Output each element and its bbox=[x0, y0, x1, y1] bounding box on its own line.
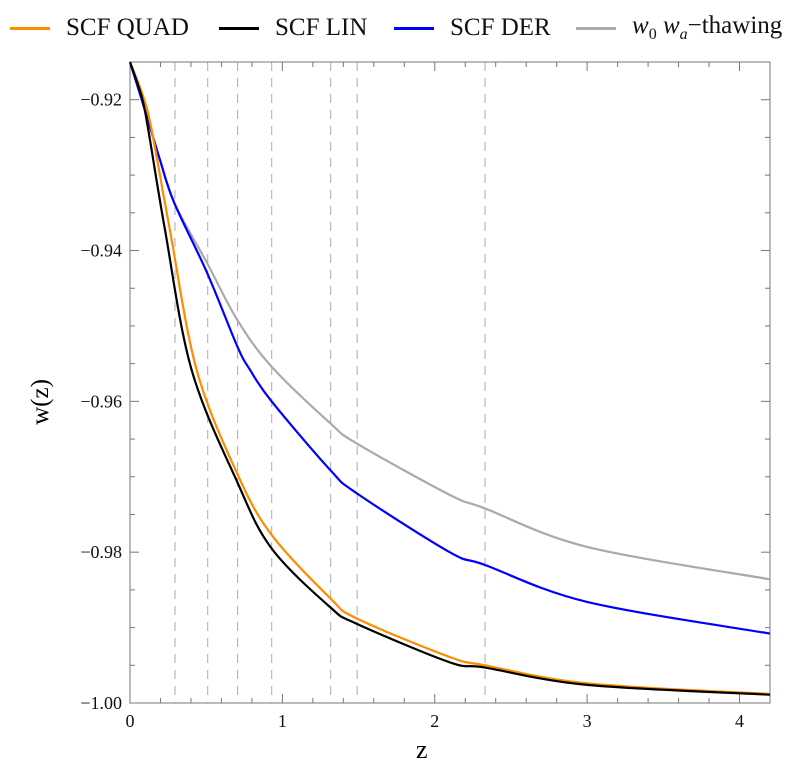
x-tick-label: 0 bbox=[126, 711, 135, 731]
legend-swatch bbox=[10, 26, 50, 30]
x-tick-label: 2 bbox=[430, 711, 439, 731]
y-tick-label: −0.98 bbox=[80, 542, 122, 562]
x-tick-label: 1 bbox=[278, 711, 287, 731]
legend-label: SCF LIN bbox=[275, 14, 368, 41]
legend-item-w0wa-thawing: w0 wa−thawing bbox=[576, 8, 782, 48]
legend-item-scf-quad: SCF QUAD bbox=[10, 8, 189, 48]
series-line-scf-quad bbox=[128, 61, 771, 696]
x-axis-label: z bbox=[416, 735, 428, 764]
y-tick-label: −0.92 bbox=[80, 90, 122, 110]
series-line-scf-der bbox=[128, 61, 771, 635]
legend-item-scf-der: SCF DER bbox=[394, 8, 551, 48]
y-axis-label: w(z) bbox=[26, 379, 54, 425]
legend-swatch bbox=[219, 26, 259, 30]
legend-swatch bbox=[576, 26, 616, 30]
legend-label: w0 wa−thawing bbox=[632, 12, 783, 43]
legend-label: SCF DER bbox=[450, 14, 551, 41]
y-tick-label: −0.96 bbox=[80, 391, 122, 411]
plot-frame bbox=[129, 61, 771, 704]
series-line-scf-lin bbox=[128, 61, 771, 696]
y-tick-label: −1.00 bbox=[80, 693, 122, 713]
x-tick-label: 3 bbox=[583, 711, 592, 731]
legend-swatch bbox=[394, 26, 434, 30]
legend-label: SCF QUAD bbox=[66, 14, 189, 41]
legend: SCF QUAD SCF LIN SCF DER w0 wa−thawing bbox=[0, 8, 806, 48]
x-tick-label: 4 bbox=[735, 711, 744, 731]
y-tick-label: −0.94 bbox=[80, 241, 122, 261]
legend-item-scf-lin: SCF LIN bbox=[219, 8, 367, 48]
